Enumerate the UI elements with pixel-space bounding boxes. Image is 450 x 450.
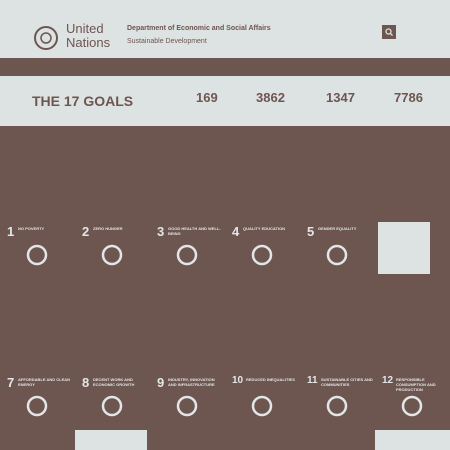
bottom-box: [75, 430, 147, 450]
goal-title: REDUCED INEQUALITIES: [246, 377, 295, 382]
goal-tile[interactable]: 4 QUALITY EDUCATION: [232, 224, 302, 276]
goal-number: 3: [157, 224, 165, 239]
goal-icon: [176, 244, 198, 266]
goal-number: 7: [7, 375, 15, 390]
top-bar: [0, 0, 450, 8]
goal-tile[interactable]: 10 REDUCED INEQUALITIES: [232, 375, 302, 427]
stat-number: 7786: [394, 90, 423, 105]
goal-title: SUSTAINABLE CITIES AND COMMUNITIES: [321, 377, 373, 387]
goal-icon: [101, 244, 123, 266]
goal-icon: [251, 244, 273, 266]
goal-number: 10: [232, 375, 244, 386]
bottom-box: [375, 430, 450, 450]
goal-title: DECENT WORK AND ECONOMIC GROWTH: [93, 377, 135, 387]
goal-icon: [326, 244, 348, 266]
goal-icon: [176, 395, 198, 417]
nav-bar: [0, 58, 450, 76]
goal-tile[interactable]: 7 AFFORDABLE AND CLEAN ENERGY: [7, 375, 77, 427]
goal-tile[interactable]: 5 GENDER EQUALITY: [307, 224, 377, 276]
goal-tile-blank[interactable]: [378, 222, 430, 274]
goal-icon: [401, 395, 423, 417]
goal-icon: [101, 395, 123, 417]
goal-number: 2: [82, 224, 90, 239]
stat-number: 1347: [326, 90, 355, 105]
goal-tile[interactable]: 3 GOOD HEALTH AND WELL-BEING: [157, 224, 227, 276]
un-emblem: [34, 26, 58, 50]
goal-number: 9: [157, 375, 165, 390]
goals-title: THE 17 GOALS: [32, 93, 134, 109]
goal-number: 5: [307, 224, 315, 239]
search-button[interactable]: [382, 25, 396, 39]
goal-tile[interactable]: 11 SUSTAINABLE CITIES AND COMMUNITIES: [307, 375, 377, 427]
goal-title: QUALITY EDUCATION: [243, 226, 286, 231]
brand-line2: Nations: [66, 35, 111, 50]
goal-tile[interactable]: 2 ZERO HUNGER: [82, 224, 152, 276]
goal-title: GOOD HEALTH AND WELL-BEING: [168, 226, 221, 236]
brand-line1: United: [66, 21, 104, 36]
goal-tile[interactable]: 12 RESPONSIBLE CONSUMPTION AND PRODUCTION: [382, 375, 450, 427]
goal-tile[interactable]: 1 NO POVERTY: [7, 224, 77, 276]
goal-number: 4: [232, 224, 240, 239]
stat-number: 3862: [256, 90, 285, 105]
goal-icon: [26, 244, 48, 266]
goal-number: 8: [82, 375, 90, 390]
goal-icon: [26, 395, 48, 417]
stat-number: 169: [196, 90, 218, 105]
goal-title: GENDER EQUALITY: [318, 226, 357, 231]
stats-band: THE 17 GOALS 169 3862 1347 7786: [0, 76, 450, 126]
goal-title: RESPONSIBLE CONSUMPTION AND PRODUCTION: [396, 377, 436, 392]
goal-icon: [326, 395, 348, 417]
goal-title: INDUSTRY, INNOVATION AND INFRASTRUCTURE: [168, 377, 215, 387]
header: United Nations Department of Economic an…: [0, 8, 450, 58]
goal-number: 12: [382, 375, 394, 386]
site-name: Sustainable Development: [127, 38, 207, 45]
goal-title: NO POVERTY: [18, 226, 45, 231]
goal-number: 1: [7, 224, 15, 239]
goal-number: 11: [307, 375, 318, 386]
goal-tile[interactable]: 9 INDUSTRY, INNOVATION AND INFRASTRUCTURE: [157, 375, 227, 427]
goal-title: AFFORDABLE AND CLEAN ENERGY: [18, 377, 71, 387]
goal-title: ZERO HUNGER: [93, 226, 123, 231]
department: Department of Economic and Social Affair…: [127, 25, 271, 32]
goal-icon: [251, 395, 273, 417]
goal-tile[interactable]: 8 DECENT WORK AND ECONOMIC GROWTH: [82, 375, 152, 427]
